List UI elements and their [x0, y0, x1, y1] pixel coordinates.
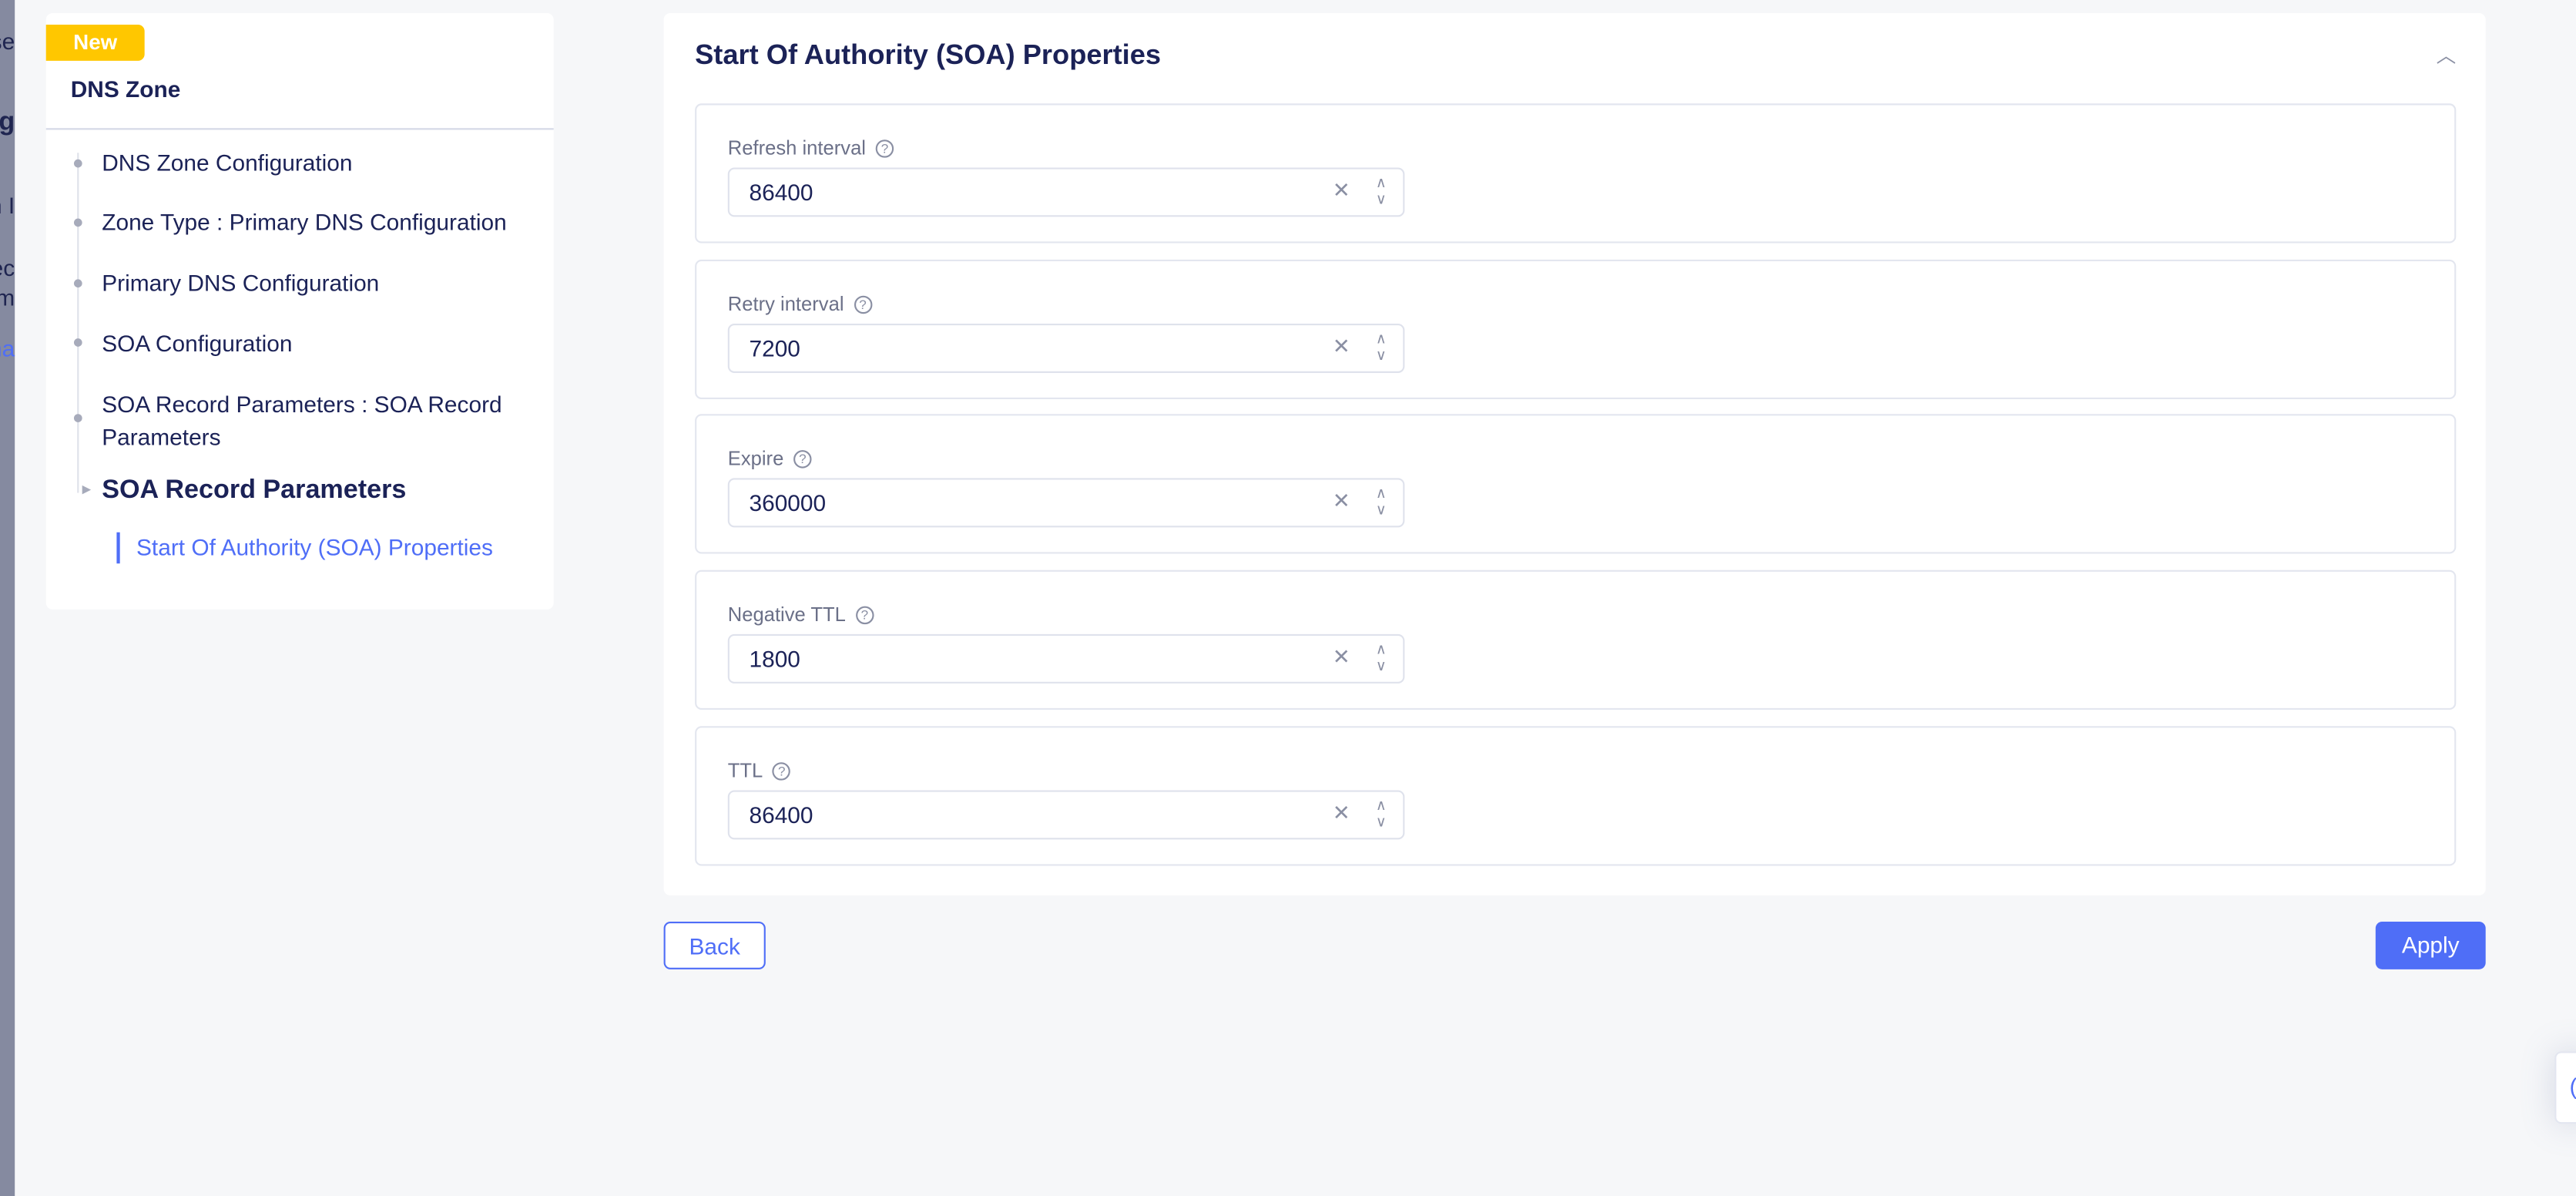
step-zone-type[interactable]: Zone Type : Primary DNS Configuration — [102, 208, 507, 235]
stepper[interactable]: ∧ ∨ — [1376, 797, 1387, 830]
clear-icon[interactable]: ✕ — [1332, 800, 1351, 825]
chat-icon: ( — [2569, 1073, 2576, 1099]
clear-icon[interactable]: ✕ — [1332, 643, 1351, 669]
step-soa-record-parameters[interactable]: SOA Record Parameters : SOA Record Param… — [102, 391, 502, 451]
chevron-down-icon[interactable]: ∨ — [1375, 813, 1387, 830]
chevron-up-icon[interactable]: ∧ — [1375, 640, 1387, 657]
number-input[interactable] — [746, 333, 1311, 364]
help-icon[interactable]: ? — [854, 295, 872, 314]
divider — [45, 128, 554, 130]
clear-icon[interactable]: ✕ — [1332, 488, 1351, 513]
stepper[interactable]: ∧ ∨ — [1376, 640, 1387, 674]
sidebar-title: DNS Zone — [70, 76, 181, 102]
apply-button[interactable]: Apply — [2375, 921, 2486, 969]
field-label: Refresh interval? — [728, 136, 894, 160]
stepper[interactable]: ∧ ∨ — [1376, 174, 1387, 207]
chevron-up-icon[interactable]: ∧ — [1375, 330, 1387, 347]
number-input[interactable] — [746, 643, 1311, 674]
step-current[interactable]: SOA Record Parameters — [102, 476, 407, 505]
help-icon[interactable]: ? — [855, 606, 874, 625]
number-input[interactable] — [746, 488, 1311, 518]
substep-soa-properties[interactable]: Start Of Authority (SOA) Properties — [116, 532, 493, 564]
bg-text: ec — [0, 254, 15, 281]
help-icon[interactable]: ? — [773, 762, 791, 781]
stepper[interactable]: ∧ ∨ — [1376, 485, 1387, 518]
back-button[interactable]: Back — [663, 921, 766, 969]
help-icon[interactable]: ? — [875, 139, 894, 158]
step-dot-icon — [73, 218, 82, 227]
bg-text: se — [0, 28, 15, 55]
tree-line — [77, 153, 79, 493]
retry-interval-input[interactable]: ✕ ∧∨ — [727, 323, 1405, 373]
help-icon[interactable]: ? — [793, 450, 812, 469]
field-label: Expire? — [728, 447, 812, 470]
chevron-up-icon[interactable]: ︿ — [2436, 44, 2457, 68]
field-ttl: TTL? ✕ ∧∨ — [695, 726, 2457, 866]
refresh-interval-input[interactable]: ✕ ∧∨ — [727, 167, 1405, 217]
wizard-sidebar: New DNS Zone DNS Zone Configuration Zone… — [45, 13, 554, 610]
step-primary-dns-configuration[interactable]: Primary DNS Configuration — [102, 269, 380, 296]
new-badge: New — [45, 24, 145, 61]
chevron-down-icon[interactable]: ∨ — [1375, 657, 1387, 674]
expire-input[interactable]: ✕ ∧∨ — [727, 478, 1405, 528]
negative-ttl-input[interactable]: ✕ ∧∨ — [727, 633, 1405, 684]
caret-right-icon: ▶ — [82, 484, 92, 496]
clear-icon[interactable]: ✕ — [1332, 177, 1351, 203]
chevron-down-icon[interactable]: ∨ — [1375, 190, 1387, 207]
step-dot-icon — [73, 414, 82, 422]
step-dot-icon — [73, 159, 82, 168]
field-expire: Expire? ✕ ∧∨ — [695, 414, 2457, 554]
field-label: Retry interval? — [728, 292, 872, 315]
chevron-up-icon[interactable]: ∧ — [1375, 796, 1387, 814]
stepper[interactable]: ∧ ∨ — [1376, 331, 1387, 364]
background-overlay: se ag n I ec m na — [0, 0, 15, 1196]
chevron-down-icon[interactable]: ∨ — [1375, 501, 1387, 518]
bg-text: m — [0, 284, 15, 311]
chevron-up-icon[interactable]: ∧ — [1375, 484, 1387, 502]
step-dot-icon — [73, 279, 82, 288]
chevron-up-icon[interactable]: ∧ — [1375, 173, 1387, 191]
step-soa-configuration[interactable]: SOA Configuration — [102, 330, 293, 357]
number-input[interactable] — [746, 800, 1311, 830]
chevron-down-icon[interactable]: ∨ — [1375, 346, 1387, 364]
soa-properties-panel: Start Of Authority (SOA) Properties ︿ Re… — [663, 13, 2486, 895]
step-dot-icon — [73, 338, 82, 347]
step-dns-zone-configuration[interactable]: DNS Zone Configuration — [102, 150, 353, 176]
bg-text: na — [0, 334, 15, 362]
field-label: Negative TTL? — [728, 603, 874, 626]
bg-text: ag — [0, 108, 15, 136]
field-refresh-interval: Refresh interval? ✕ ∧∨ — [695, 103, 2457, 244]
field-negative-ttl: Negative TTL? ✕ ∧∨ — [695, 569, 2457, 710]
panel-title: Start Of Authority (SOA) Properties — [695, 39, 1162, 71]
help-widget[interactable]: ( — [2554, 1051, 2576, 1124]
field-label: TTL? — [728, 759, 791, 782]
field-retry-interval: Retry interval? ✕ ∧∨ — [695, 259, 2457, 400]
bg-text: n I — [0, 192, 15, 219]
clear-icon[interactable]: ✕ — [1332, 333, 1351, 358]
ttl-input[interactable]: ✕ ∧∨ — [727, 790, 1405, 840]
number-input[interactable] — [746, 177, 1311, 207]
